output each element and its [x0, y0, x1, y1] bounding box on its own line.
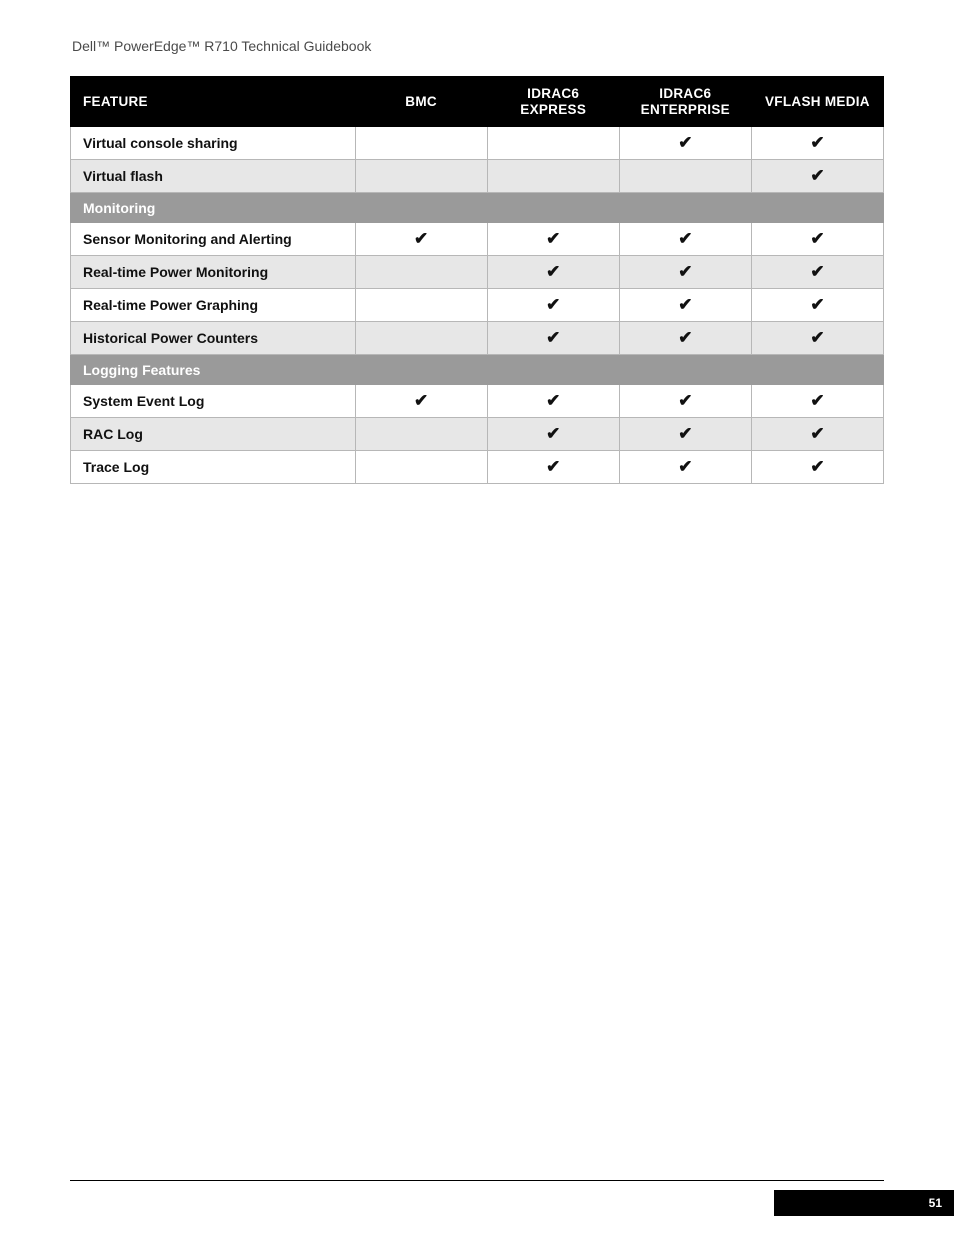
- table-row: RAC Log ✔ ✔ ✔: [71, 418, 884, 451]
- feature-value: ✔: [619, 256, 751, 289]
- checkmark-icon: ✔: [810, 295, 824, 314]
- feature-value: ✔: [751, 256, 883, 289]
- feature-value: ✔: [487, 385, 619, 418]
- checkmark-icon: ✔: [546, 391, 560, 410]
- feature-value: ✔: [619, 322, 751, 355]
- feature-label: RAC Log: [71, 418, 356, 451]
- page: Dell™ PowerEdge™ R710 Technical Guideboo…: [0, 0, 954, 1235]
- table-row: Real-time Power Graphing ✔ ✔ ✔: [71, 289, 884, 322]
- feature-label: Virtual console sharing: [71, 127, 356, 160]
- feature-value: ✔: [619, 418, 751, 451]
- feature-value: ✔: [751, 289, 883, 322]
- feature-value: ✔: [751, 322, 883, 355]
- feature-value: [355, 160, 487, 193]
- feature-label: Historical Power Counters: [71, 322, 356, 355]
- feature-value: ✔: [751, 385, 883, 418]
- col-header-feature: Feature: [71, 77, 356, 127]
- checkmark-icon: ✔: [546, 262, 560, 281]
- checkmark-icon: ✔: [810, 229, 824, 248]
- feature-value: ✔: [619, 385, 751, 418]
- feature-value: [487, 127, 619, 160]
- page-number-tab: 51: [774, 1190, 954, 1216]
- feature-value: ✔: [487, 322, 619, 355]
- checkmark-icon: ✔: [810, 133, 824, 152]
- checkmark-icon: ✔: [546, 424, 560, 443]
- feature-value: [355, 289, 487, 322]
- feature-value: [355, 322, 487, 355]
- table-header-row: Feature BMC iDRAC6 Express iDRAC6 Enterp…: [71, 77, 884, 127]
- feature-value: ✔: [619, 289, 751, 322]
- checkmark-icon: ✔: [678, 229, 692, 248]
- section-label: Logging Features: [71, 355, 884, 385]
- col-header-vflash-media: vFlash Media: [751, 77, 883, 127]
- checkmark-icon: ✔: [678, 424, 692, 443]
- table-row: Real-time Power Monitoring ✔ ✔ ✔: [71, 256, 884, 289]
- col-header-idrac6-enterprise: iDRAC6 Enterprise: [619, 77, 751, 127]
- table-section-row: Logging Features: [71, 355, 884, 385]
- feature-value: ✔: [619, 451, 751, 484]
- col-header-bmc: BMC: [355, 77, 487, 127]
- feature-label: Virtual flash: [71, 160, 356, 193]
- table-row: System Event Log ✔ ✔ ✔ ✔: [71, 385, 884, 418]
- feature-value: ✔: [487, 451, 619, 484]
- table-row: Virtual console sharing ✔ ✔: [71, 127, 884, 160]
- feature-value: ✔: [487, 289, 619, 322]
- table-row: Virtual flash ✔: [71, 160, 884, 193]
- checkmark-icon: ✔: [546, 328, 560, 347]
- feature-value: ✔: [751, 418, 883, 451]
- feature-value: [355, 256, 487, 289]
- feature-comparison-table: Feature BMC iDRAC6 Express iDRAC6 Enterp…: [70, 76, 884, 484]
- checkmark-icon: ✔: [810, 424, 824, 443]
- feature-label: Real-time Power Monitoring: [71, 256, 356, 289]
- page-number: 51: [929, 1196, 942, 1210]
- checkmark-icon: ✔: [810, 166, 824, 185]
- checkmark-icon: ✔: [678, 328, 692, 347]
- feature-value: ✔: [487, 256, 619, 289]
- feature-value: ✔: [619, 127, 751, 160]
- checkmark-icon: ✔: [810, 457, 824, 476]
- feature-value: ✔: [355, 223, 487, 256]
- feature-value: ✔: [751, 160, 883, 193]
- checkmark-icon: ✔: [678, 133, 692, 152]
- checkmark-icon: ✔: [810, 262, 824, 281]
- feature-value: [355, 418, 487, 451]
- feature-value: [619, 160, 751, 193]
- checkmark-icon: ✔: [414, 391, 428, 410]
- feature-value: ✔: [487, 418, 619, 451]
- table-row: Historical Power Counters ✔ ✔ ✔: [71, 322, 884, 355]
- feature-label: System Event Log: [71, 385, 356, 418]
- table-row: Trace Log ✔ ✔ ✔: [71, 451, 884, 484]
- feature-value: ✔: [355, 385, 487, 418]
- feature-value: ✔: [619, 223, 751, 256]
- checkmark-icon: ✔: [810, 391, 824, 410]
- checkmark-icon: ✔: [414, 229, 428, 248]
- checkmark-icon: ✔: [678, 262, 692, 281]
- checkmark-icon: ✔: [678, 295, 692, 314]
- col-header-idrac6-express: iDRAC6 Express: [487, 77, 619, 127]
- checkmark-icon: ✔: [546, 229, 560, 248]
- checkmark-icon: ✔: [678, 391, 692, 410]
- page-footer: 51: [70, 1180, 954, 1181]
- section-label: Monitoring: [71, 193, 884, 223]
- table-section-row: Monitoring: [71, 193, 884, 223]
- feature-value: ✔: [751, 451, 883, 484]
- feature-value: ✔: [487, 223, 619, 256]
- checkmark-icon: ✔: [546, 295, 560, 314]
- feature-label: Real-time Power Graphing: [71, 289, 356, 322]
- feature-value: [355, 127, 487, 160]
- feature-value: [355, 451, 487, 484]
- checkmark-icon: ✔: [546, 457, 560, 476]
- feature-value: ✔: [751, 223, 883, 256]
- feature-value: [487, 160, 619, 193]
- footer-rule: [70, 1180, 884, 1181]
- table-row: Sensor Monitoring and Alerting ✔ ✔ ✔ ✔: [71, 223, 884, 256]
- feature-label: Sensor Monitoring and Alerting: [71, 223, 356, 256]
- document-title: Dell™ PowerEdge™ R710 Technical Guideboo…: [72, 38, 884, 54]
- checkmark-icon: ✔: [810, 328, 824, 347]
- checkmark-icon: ✔: [678, 457, 692, 476]
- feature-value: ✔: [751, 127, 883, 160]
- feature-label: Trace Log: [71, 451, 356, 484]
